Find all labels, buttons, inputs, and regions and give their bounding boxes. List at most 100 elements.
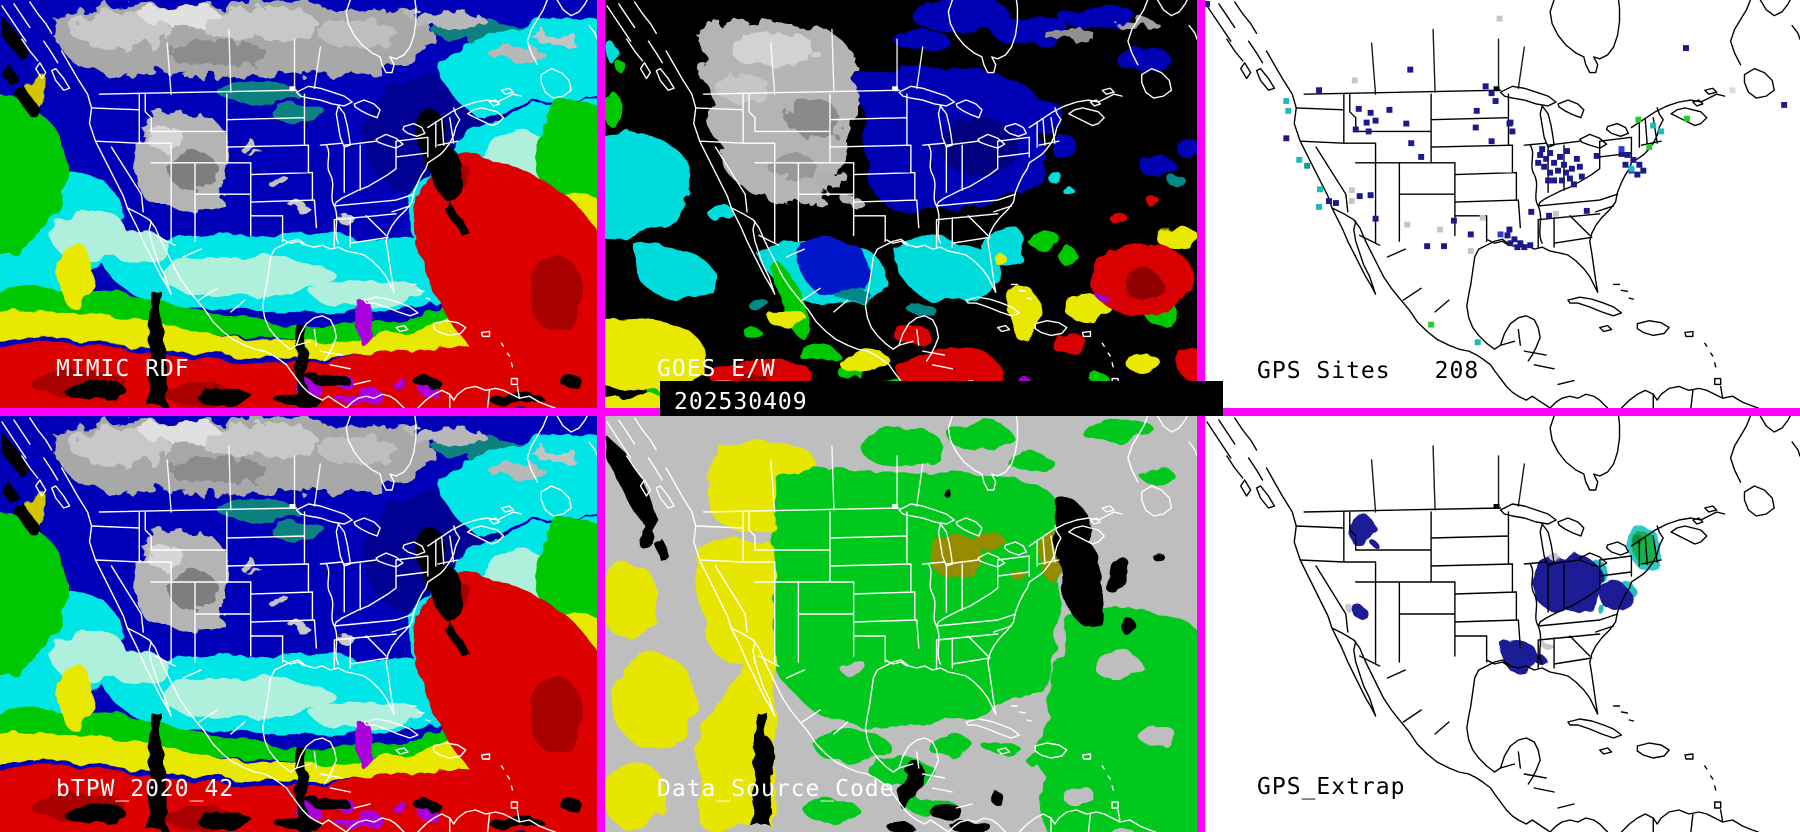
timestamp-bar: 202530409: [660, 381, 1223, 416]
gps-site-dot: [1628, 165, 1635, 172]
gps-site-dot: [1546, 212, 1553, 219]
gps-sites-count: 208: [1434, 358, 1480, 384]
divider-vertical-right: [1197, 0, 1205, 832]
panel-title-gps-sites: GPS Sites 208: [1257, 360, 1479, 383]
gps-site-dot: [1504, 232, 1511, 239]
gps-site-dot: [1424, 243, 1431, 250]
gps-site-dot: [1541, 163, 1548, 170]
gps-site-dot: [1563, 148, 1570, 154]
gps-site-dot: [1296, 156, 1303, 163]
panel-title-btpw: bTPW_2020_42: [56, 776, 235, 802]
gps-site-dot: [1479, 214, 1486, 221]
gps-site-dot: [1539, 146, 1546, 153]
gps-site-dot: [1474, 339, 1481, 346]
gps-site-dot: [1682, 45, 1689, 51]
gps-sites-map-image: [1205, 0, 1800, 408]
gps-site-dot: [1561, 161, 1567, 168]
gps-site-dot: [1527, 242, 1534, 249]
gps-site-dot: [1566, 175, 1573, 182]
gps-site-dot: [1472, 124, 1479, 131]
gps-site-dot: [1555, 167, 1562, 174]
gps-site-dot: [1618, 151, 1625, 157]
gps-sites-label: GPS Sites: [1257, 358, 1391, 384]
gps-site-dot: [1576, 163, 1583, 170]
gps-site-dot: [1496, 15, 1503, 22]
gps-site-dot: [1528, 208, 1535, 215]
gps-site-dot: [1386, 106, 1393, 113]
gps-site-dot: [1635, 116, 1642, 123]
gps-site-dot: [1573, 155, 1580, 162]
gps-site-dot: [1562, 169, 1569, 176]
gps-site-dot: [1514, 244, 1521, 251]
gps-site-dot: [1367, 109, 1374, 116]
gps-site-dot: [1650, 122, 1657, 129]
gps-site-dot: [1658, 128, 1665, 135]
gps-site-dot: [1622, 161, 1629, 168]
gps-site-dot: [1551, 177, 1558, 184]
gps-site-dot: [1630, 156, 1637, 163]
gps-site-dot: [1367, 192, 1374, 199]
gps-site-dot: [1363, 119, 1370, 126]
gps-site-dot: [1351, 77, 1358, 84]
gps-site-dot: [1543, 155, 1550, 162]
gps-site-dot: [1570, 181, 1577, 188]
gps-site-dot: [1517, 240, 1524, 247]
gps-extrap-map-image: [1205, 416, 1800, 832]
gps-site-dot: [1646, 144, 1653, 151]
gps-site-dot: [1283, 98, 1290, 104]
gps-site-dot: [1521, 244, 1528, 251]
gps-site-dot: [1332, 200, 1339, 206]
gps-site-dot: [1624, 152, 1631, 158]
gps-site-dot: [1506, 120, 1513, 127]
gps-site-dot: [1559, 177, 1565, 184]
gps-site-dot: [1365, 128, 1372, 135]
gps-site-dot: [1547, 169, 1554, 176]
gps-site-dot: [1372, 117, 1379, 124]
panel-title-goes-ew: GOES_E/W: [657, 356, 776, 382]
gps-site-dot: [1511, 236, 1518, 243]
panel-goes-ew: GOES_E/W: [605, 0, 1197, 408]
divider-vertical-left: [597, 0, 605, 832]
gps-site-dot: [1683, 115, 1690, 122]
mimic-rdf-map-image: [0, 0, 597, 408]
gps-site-dot: [1482, 83, 1489, 90]
gps-site-dot: [1618, 146, 1625, 153]
gps-site-dot: [1583, 207, 1590, 214]
gps-site-dots: [1205, 0, 1788, 346]
gps-site-dot: [1488, 90, 1495, 97]
gps-site-dot: [1578, 173, 1585, 180]
gps-site-dot: [1428, 321, 1435, 328]
panel-title-mimic-rdf: MIMIC RDF: [56, 356, 190, 382]
gps-site-dot: [1316, 204, 1323, 210]
data-source-code-map-image: [605, 416, 1197, 832]
gps-site-dot: [1285, 107, 1292, 114]
gps-site-dot: [1450, 217, 1457, 224]
gps-site-dot: [1488, 138, 1495, 145]
gps-site-dot: [1497, 231, 1504, 238]
gps-site-dot: [1356, 193, 1363, 200]
gps-site-dot: [1535, 159, 1542, 166]
goes-ew-map-image: [605, 0, 1197, 408]
gps-site-dot: [1372, 215, 1379, 222]
gps-site-dot: [1509, 128, 1516, 135]
gps-site-dot: [1640, 167, 1647, 174]
panel-data-source-code: Data_Source_Code: [605, 416, 1197, 832]
gps-site-dot: [1441, 243, 1447, 250]
gps-site-dot: [1557, 153, 1563, 160]
timestamp-text: 202530409: [674, 389, 808, 415]
gps-site-dot: [1553, 210, 1560, 217]
panel-mimic-rdf: MIMIC RDF: [0, 0, 597, 408]
gps-site-dot: [1467, 248, 1474, 255]
gps-site-dot: [1634, 171, 1641, 178]
gps-site-dot: [1507, 240, 1514, 247]
gps-site-dot: [1352, 126, 1359, 133]
gps-site-dot: [1418, 153, 1425, 160]
gps-site-dot: [1781, 102, 1788, 108]
gps-site-dot: [1593, 153, 1600, 159]
gps-site-dot: [1283, 135, 1290, 142]
gps-site-dot: [1205, 0, 1210, 7]
gps-site-dot: [1467, 231, 1474, 238]
gps-site-dot: [1636, 161, 1643, 168]
gps-site-dot: [1545, 177, 1552, 184]
